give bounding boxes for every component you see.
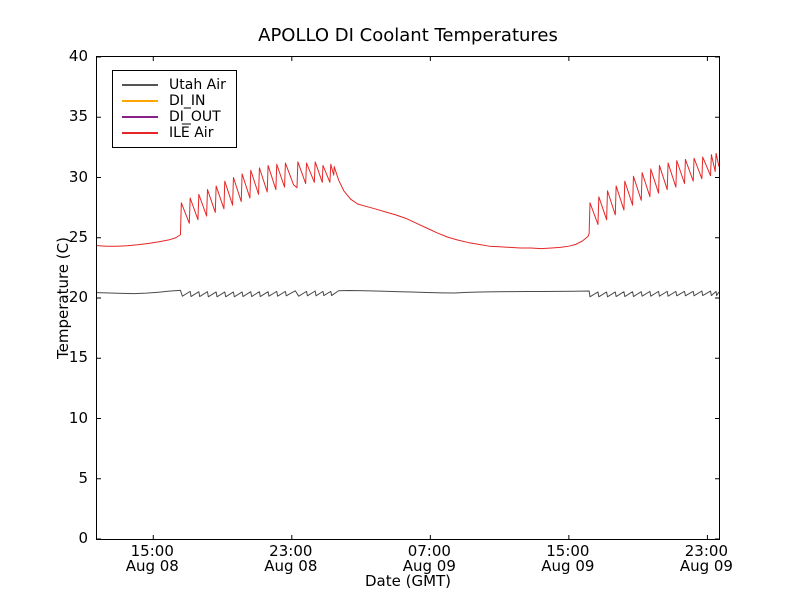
y-tick-label: 20	[68, 288, 88, 306]
legend-entry-di-in: DI_IN	[122, 93, 226, 109]
legend-label-utah-air: Utah Air	[169, 77, 226, 93]
legend: Utah Air DI_IN DI_OUT ILE̅ Air	[112, 70, 237, 148]
series-line-ile-air	[97, 152, 719, 250]
legend-line-sample-utah-air	[122, 84, 158, 86]
chart-title: APOLLO DI Coolant Temperatures	[258, 25, 558, 46]
x-tick-label: 15:00 Aug 08	[102, 542, 202, 575]
y-tick-label: 40	[68, 47, 88, 65]
x-tick-time: 07:00	[407, 542, 451, 560]
x-tick-date: Aug 09	[402, 557, 456, 575]
x-tick-date: Aug 09	[541, 557, 595, 575]
plot-area: Utah Air DI_IN DI_OUT ILE̅ Air	[96, 56, 720, 540]
legend-entry-utah-air: Utah Air	[122, 77, 226, 93]
y-tick-label: 25	[68, 227, 88, 246]
legend-line-sample-di-out	[122, 116, 158, 118]
legend-entry-ile-air: ILE̅ Air	[122, 125, 226, 141]
x-tick-time: 15:00	[546, 542, 590, 560]
x-axis-label: Date (GMT)	[364, 572, 452, 590]
x-tick-time: 15:00	[130, 542, 174, 560]
y-tick-label: 10	[68, 408, 88, 427]
legend-entry-di-out: DI_OUT	[122, 109, 226, 125]
y-tick-label: 30	[68, 167, 88, 186]
series-line-utah-air	[97, 289, 719, 298]
x-tick-date: Aug 09	[679, 557, 733, 575]
y-tick-label: 15	[68, 348, 88, 367]
x-tick-date: Aug 08	[264, 557, 318, 575]
legend-label-di-out: DI_OUT	[169, 109, 221, 125]
x-tick-label: 07:00 Aug 09	[379, 542, 479, 575]
legend-label-ile-air: ILE̅ Air	[169, 125, 214, 141]
y-tick-label: 5	[78, 468, 88, 487]
x-tick-label: 23:00 Aug 08	[241, 542, 341, 575]
plot-canvas	[97, 57, 719, 539]
y-tick-label: 0	[78, 529, 88, 547]
legend-line-sample-di-in	[122, 100, 158, 102]
y-tick-label: 35	[68, 107, 88, 126]
x-tick-label: 15:00 Aug 09	[518, 542, 618, 575]
x-tick-date: Aug 08	[125, 557, 179, 575]
x-tick-label: 23:00 Aug 09	[656, 542, 756, 575]
legend-line-sample-ile-air	[122, 132, 158, 134]
legend-label-di-in: DI_IN	[169, 93, 206, 109]
x-tick-time: 23:00	[269, 542, 313, 560]
x-tick-time: 23:00	[684, 542, 728, 560]
